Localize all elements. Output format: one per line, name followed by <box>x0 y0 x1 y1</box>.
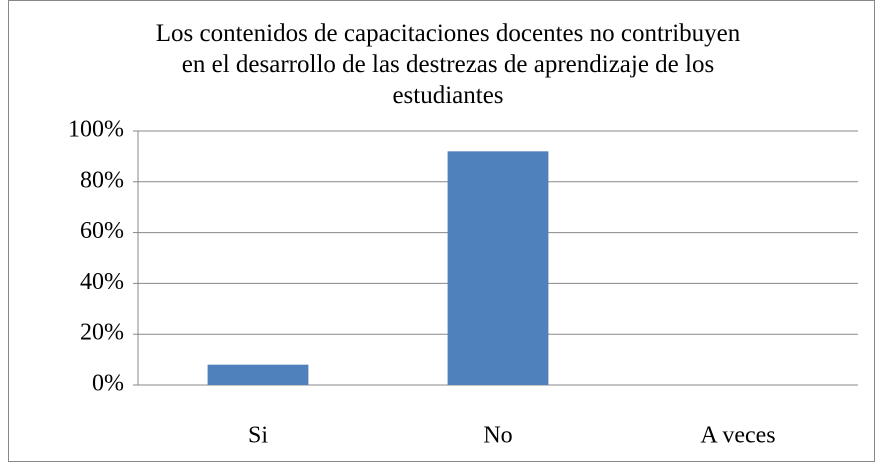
y-tick-label: 100% <box>68 117 124 143</box>
y-tick-label: 40% <box>80 269 124 295</box>
bar <box>207 364 309 385</box>
chart-title: Los contenidos de capacitaciones docente… <box>155 20 741 109</box>
y-tick-label: 0% <box>92 371 124 397</box>
y-tick-label: 80% <box>80 167 124 193</box>
x-tick-label: No <box>483 423 512 449</box>
x-tick-label: Si <box>248 423 268 449</box>
y-tick-label: 60% <box>80 218 124 244</box>
y-tick-label: 20% <box>80 320 124 346</box>
x-tick-label: A veces <box>700 423 775 449</box>
bar <box>447 151 549 385</box>
